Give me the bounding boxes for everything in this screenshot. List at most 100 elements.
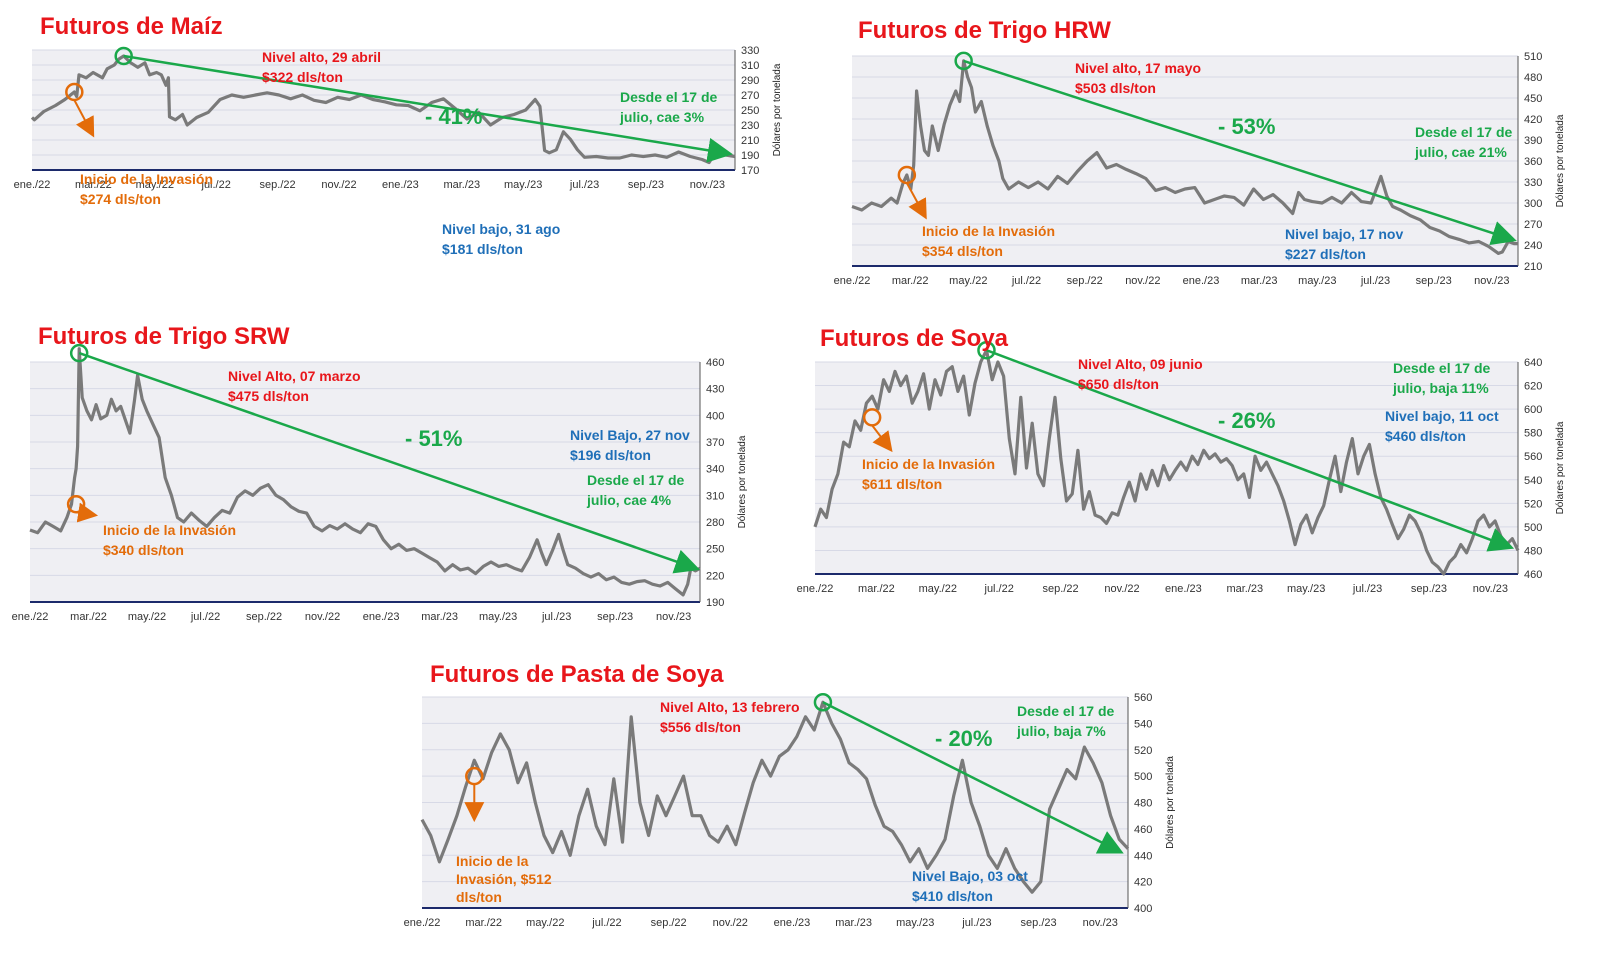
chart-maiz: 170 190 210 230 250 270 290 310 330 ene./22 mar./2… [14, 13, 783, 257]
y-tick-label: 430 [706, 384, 724, 396]
y-tick-label: 250 [741, 105, 759, 117]
high-value-label: $322 dls/ton [262, 69, 343, 85]
invasion-value-label: $340 dls/ton [103, 542, 184, 558]
x-tick-label: mar./22 [75, 179, 112, 191]
x-tick-label: mar./22 [465, 917, 502, 929]
x-tick-label: ene./22 [14, 179, 51, 191]
low-value-label: $460 dls/ton [1385, 428, 1466, 444]
y-tick-label: 460 [1134, 824, 1152, 836]
y-axis-label: Dólares por tonelada [772, 63, 783, 156]
invasion-value-label: $354 dls/ton [922, 243, 1003, 259]
x-tick-label: may./22 [919, 583, 957, 595]
y-tick-label: 330 [741, 45, 759, 57]
high-date-label: Nivel alto, 17 mayo [1075, 60, 1201, 76]
y-axis-label: Dólares por tonelada [737, 435, 748, 528]
y-tick-label: 230 [741, 120, 759, 132]
x-tick-label: may./23 [1298, 275, 1336, 287]
y-tick-label: 580 [1524, 428, 1542, 440]
y-tick-label: 540 [1524, 475, 1542, 487]
y-tick-label: 390 [1524, 135, 1542, 147]
x-tick-label: nov./22 [305, 611, 340, 623]
x-tick-label: mar./23 [1226, 583, 1263, 595]
high-marker [114, 46, 133, 66]
y-tick-label: 540 [1134, 718, 1152, 730]
x-tick-label: sep./22 [260, 179, 296, 191]
low-value-label: $181 dls/ton [442, 241, 523, 257]
x-tick-label: sep./23 [1416, 275, 1452, 287]
high-marker [69, 343, 89, 363]
y-tick-label: 210 [1524, 261, 1542, 273]
change-percent: - 51% [405, 426, 462, 451]
y-tick-label: 210 [741, 135, 759, 147]
since-july-label-line2: julio, baja 11% [1392, 380, 1489, 396]
x-tick-label: jul./22 [591, 917, 621, 929]
x-tick-label: may./22 [526, 917, 564, 929]
trend-arrow [78, 351, 701, 574]
high-value-label: $650 dls/ton [1078, 376, 1159, 392]
x-tick-label: mar./22 [858, 583, 895, 595]
price-series-line [30, 54, 736, 165]
x-tick-label: mar./23 [421, 611, 458, 623]
y-tick-label: 560 [1524, 451, 1542, 463]
change-percent: - 20% [935, 726, 992, 751]
since-july-label-line1: Desde el 17 de [1017, 703, 1114, 719]
chart-pasta: 400 420 440 460 480 500 520 540 560 ene./22 mar./2… [404, 661, 1176, 929]
y-tick-label: 270 [1524, 219, 1542, 231]
y-tick-label: 460 [1524, 569, 1542, 581]
invasion-date-label: Inicio de la Invasión [80, 171, 213, 187]
x-tick-label: mar./23 [443, 179, 480, 191]
invasion-date-label: Inicio de la Invasión [922, 223, 1055, 239]
high-marker [813, 693, 833, 712]
since-july-label-line2: julio, cae 21% [1414, 144, 1507, 160]
trend-arrow [123, 54, 733, 163]
x-tick-label: ene./22 [797, 583, 834, 595]
price-series-line [851, 59, 1518, 255]
x-tick-label: nov./22 [321, 179, 356, 191]
high-date-label: Nivel Alto, 09 junio [1078, 356, 1203, 372]
x-tick-label: mar./23 [1241, 275, 1278, 287]
x-tick-label: nov./22 [1104, 583, 1139, 595]
y-tick-label: 190 [741, 150, 759, 162]
x-tick-label: ene./23 [363, 611, 400, 623]
x-tick-label: sep./23 [628, 179, 664, 191]
since-july-label-line2: julio, cae 4% [586, 492, 672, 508]
price-series-line [813, 348, 1520, 576]
since-july-label-line1: Desde el 17 de [1393, 360, 1490, 376]
y-tick-label: 480 [1524, 545, 1542, 557]
since-july-label-line1: Desde el 17 de [587, 472, 684, 488]
x-tick-label: jul./23 [1360, 275, 1390, 287]
invasion-date-label-2: Invasión, $512 [456, 871, 552, 887]
chart-title: Futuros de Maíz [40, 13, 223, 40]
trend-arrow [822, 701, 1124, 854]
x-tick-label: ene./23 [1183, 275, 1220, 287]
x-tick-label: jul./23 [1352, 583, 1382, 595]
low-value-label: $410 dls/ton [912, 888, 993, 904]
y-tick-label: 520 [1134, 745, 1152, 757]
invasion-date-label: Inicio de la Invasión [103, 522, 236, 538]
since-july-label-line1: Desde el 17 de [620, 89, 717, 105]
y-tick-label: 190 [706, 597, 724, 609]
high-value-label: $503 dls/ton [1075, 80, 1156, 96]
low-date-label: Nivel bajo, 11 oct [1385, 408, 1499, 424]
x-tick-label: sep./23 [597, 611, 633, 623]
x-tick-label: nov./23 [1083, 917, 1118, 929]
low-date-label: Nivel bajo, 31 ago [442, 221, 560, 237]
y-tick-label: 480 [1524, 72, 1542, 84]
low-date-label: Nivel Bajo, 03 oct [912, 868, 1028, 884]
x-tick-label: jul./22 [1011, 275, 1041, 287]
invasion-date-label: Inicio de la [456, 853, 529, 869]
y-tick-label: 280 [706, 517, 724, 529]
invasion-value-label: dls/ton [456, 889, 502, 905]
invasion-arrow [75, 502, 99, 523]
price-series-line [420, 700, 1130, 894]
x-tick-label: jul./23 [569, 179, 599, 191]
x-tick-label: sep./23 [1021, 917, 1057, 929]
y-tick-label: 240 [1524, 240, 1542, 252]
chart-title: Futuros de Pasta de Soya [430, 661, 724, 688]
since-july-label-line2: julio, baja 7% [1016, 723, 1106, 739]
x-tick-label: mar./22 [892, 275, 929, 287]
y-tick-label: 170 [741, 165, 759, 177]
change-percent: - 41% [425, 104, 482, 129]
invasion-value-label: $274 dls/ton [80, 191, 161, 207]
